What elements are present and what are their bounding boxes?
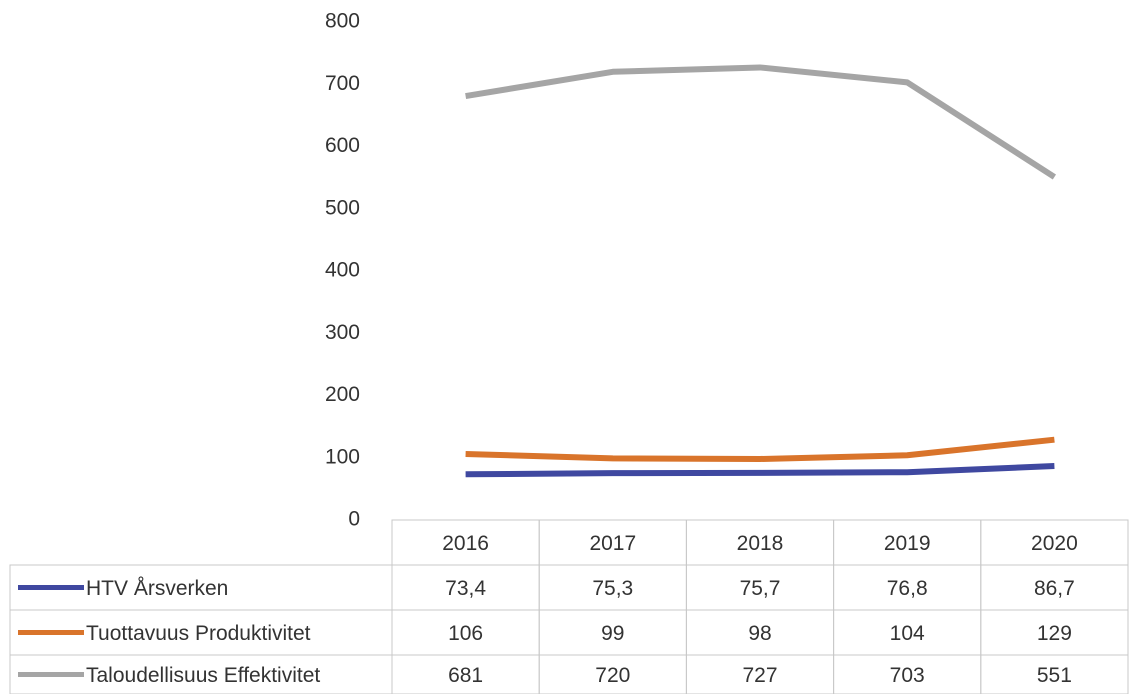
table-value: 99 — [601, 622, 624, 645]
table-value: 73,4 — [445, 577, 486, 600]
x-tick-label: 2020 — [1031, 532, 1078, 555]
x-tick-label: 2017 — [589, 532, 636, 555]
legend-label: Taloudellisuus Effektivitet — [86, 664, 320, 687]
table-value: 681 — [448, 664, 483, 687]
table-value: 551 — [1037, 664, 1072, 687]
y-tick-label: 100 — [325, 445, 360, 468]
table-value: 76,8 — [887, 577, 928, 600]
table-cell — [980, 654, 1129, 694]
series-line — [465, 463, 1055, 478]
y-tick-label: 600 — [325, 134, 360, 157]
legend-label: Tuottavuus Produktivitet — [86, 622, 311, 645]
y-tick-label: 300 — [325, 321, 360, 344]
table-value: 75,7 — [740, 577, 781, 600]
y-tick-label: 500 — [325, 196, 360, 219]
table-value: 104 — [890, 622, 925, 645]
table-value: 75,3 — [592, 577, 633, 600]
y-tick-label: 200 — [325, 383, 360, 406]
y-tick-label: 400 — [325, 259, 360, 282]
table-value: 720 — [595, 664, 630, 687]
table-value: 106 — [448, 622, 483, 645]
table-value: 98 — [748, 622, 771, 645]
legend-label: HTV Årsverken — [86, 577, 228, 600]
series-line — [465, 436, 1055, 462]
series-line — [465, 64, 1057, 180]
table-value: 129 — [1037, 622, 1072, 645]
y-tick-label: 0 — [348, 508, 360, 531]
x-tick-label: 2019 — [884, 532, 931, 555]
table-value: 727 — [742, 664, 777, 687]
y-tick-label: 800 — [325, 10, 360, 33]
y-tick-label: 700 — [325, 72, 360, 95]
table-value: 703 — [890, 664, 925, 687]
x-tick-label: 2018 — [737, 532, 784, 555]
x-tick-label: 2016 — [442, 532, 489, 555]
table-value: 86,7 — [1034, 577, 1075, 600]
